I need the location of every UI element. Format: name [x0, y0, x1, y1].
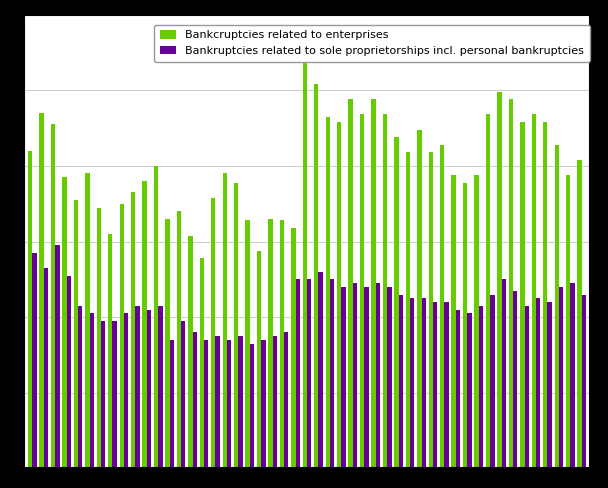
Bar	[406, 152, 410, 468]
Bar	[246, 221, 250, 468]
Bar	[536, 298, 541, 468]
Bar	[578, 160, 582, 468]
Bar	[364, 287, 368, 468]
Bar	[63, 177, 67, 468]
Bar	[261, 340, 266, 468]
Bar	[204, 340, 209, 468]
Bar	[421, 298, 426, 468]
Bar	[513, 291, 517, 468]
Bar	[165, 219, 170, 468]
Bar	[268, 219, 273, 468]
Bar	[227, 340, 231, 468]
Bar	[360, 115, 364, 468]
Bar	[147, 309, 151, 468]
Bar	[223, 173, 227, 468]
Bar	[444, 302, 449, 468]
Bar	[433, 302, 437, 468]
Bar	[478, 306, 483, 468]
Bar	[463, 183, 468, 468]
Bar	[101, 321, 105, 468]
Bar	[295, 279, 300, 468]
Bar	[193, 332, 197, 468]
Bar	[468, 313, 472, 468]
Bar	[142, 181, 147, 468]
Bar	[108, 234, 112, 468]
Bar	[337, 122, 341, 468]
Bar	[410, 298, 415, 468]
Bar	[566, 175, 570, 468]
Bar	[78, 306, 83, 468]
Bar	[490, 294, 494, 468]
Bar	[238, 336, 243, 468]
Bar	[319, 272, 323, 468]
Bar	[554, 145, 559, 468]
Bar	[525, 306, 529, 468]
Bar	[234, 183, 238, 468]
Bar	[497, 92, 502, 468]
Bar	[399, 294, 403, 468]
Bar	[273, 336, 277, 468]
Bar	[330, 279, 334, 468]
Bar	[154, 166, 158, 468]
Bar	[215, 336, 220, 468]
Bar	[547, 302, 551, 468]
Bar	[211, 198, 215, 468]
Bar	[582, 294, 586, 468]
Bar	[199, 258, 204, 468]
Bar	[51, 124, 55, 468]
Bar	[181, 321, 185, 468]
Bar	[383, 115, 387, 468]
Bar	[112, 321, 117, 468]
Bar	[131, 192, 136, 468]
Bar	[353, 283, 357, 468]
Bar	[280, 221, 284, 468]
Bar	[89, 313, 94, 468]
Bar	[440, 145, 444, 468]
Bar	[28, 151, 32, 468]
Bar	[44, 268, 48, 468]
Bar	[387, 287, 392, 468]
Bar	[55, 245, 60, 468]
Bar	[284, 332, 289, 468]
Bar	[570, 283, 575, 468]
Bar	[120, 203, 124, 468]
Bar	[74, 200, 78, 468]
Bar	[559, 287, 563, 468]
Bar	[250, 344, 254, 468]
Bar	[531, 115, 536, 468]
Bar	[543, 122, 547, 468]
Bar	[97, 207, 101, 468]
Bar	[341, 287, 346, 468]
Bar	[520, 122, 525, 468]
Bar	[136, 306, 140, 468]
Bar	[325, 117, 330, 468]
Bar	[188, 236, 193, 468]
Bar	[307, 279, 311, 468]
Bar	[124, 313, 128, 468]
Bar	[417, 130, 421, 468]
Bar	[158, 306, 162, 468]
Bar	[303, 52, 307, 468]
Bar	[502, 279, 506, 468]
Legend: Bankcruptcies related to enterprises, Bankruptcies related to sole proprietorshi: Bankcruptcies related to enterprises, Ba…	[154, 25, 590, 61]
Bar	[291, 228, 295, 468]
Bar	[474, 175, 478, 468]
Bar	[376, 283, 380, 468]
Bar	[257, 251, 261, 468]
Bar	[371, 100, 376, 468]
Bar	[394, 137, 399, 468]
Bar	[486, 115, 490, 468]
Bar	[509, 100, 513, 468]
Bar	[170, 340, 174, 468]
Bar	[40, 113, 44, 468]
Bar	[348, 100, 353, 468]
Bar	[177, 211, 181, 468]
Bar	[456, 309, 460, 468]
Bar	[67, 276, 71, 468]
Bar	[452, 175, 456, 468]
Bar	[314, 84, 319, 468]
Bar	[32, 253, 36, 468]
Bar	[429, 152, 433, 468]
Bar	[85, 173, 89, 468]
